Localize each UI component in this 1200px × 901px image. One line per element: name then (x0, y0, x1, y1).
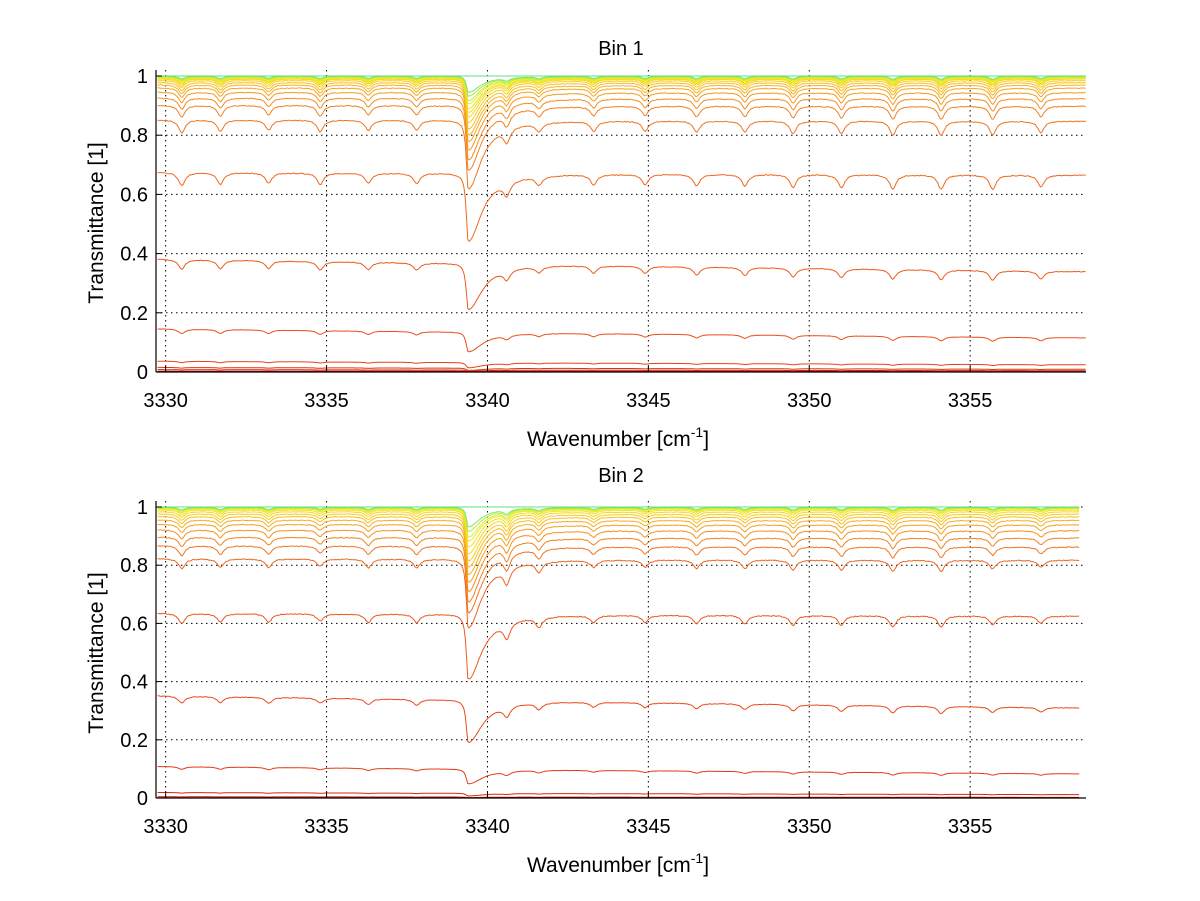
x-tick-label: 3335 (304, 390, 349, 412)
series-line-15 (157, 511, 1080, 555)
series-line-9 (157, 119, 1086, 190)
y-tick-label: 0.4 (120, 244, 148, 266)
axes (155, 70, 1086, 373)
x-tick-label: 3355 (948, 390, 993, 412)
series-group (157, 506, 1080, 799)
series-line-3 (157, 791, 1080, 797)
subplot-bin-2: Bin 2 0 0.2 0.4 0.6 0.8 1 3330 3335 3340 3345 335… (85, 465, 1086, 877)
x-tick-label: 3355 (948, 816, 993, 838)
x-tick-label: 3340 (465, 390, 510, 412)
x-tick-labels: 3330 3335 3340 3345 3350 3355 (143, 390, 992, 412)
x-tick-label: 3350 (787, 816, 832, 838)
x-tick-label: 3330 (143, 816, 188, 838)
series-line-12 (157, 91, 1086, 151)
x-tick-label: 3350 (787, 390, 832, 412)
series-line-5 (157, 360, 1086, 369)
series-line-15 (157, 81, 1086, 130)
x-tick-label: 3340 (465, 816, 510, 838)
series-line-19 (157, 507, 1080, 532)
series-line-12 (157, 519, 1080, 576)
series-line-2 (157, 796, 1080, 799)
y-tick-label: 0.8 (120, 555, 148, 577)
y-tick-label: 0.6 (120, 613, 148, 635)
series-line-8 (157, 171, 1086, 243)
series-line-16 (157, 509, 1080, 548)
y-tick-label: 1 (137, 497, 148, 519)
y-tick-labels: 0 0.2 0.4 0.6 0.8 1 (120, 66, 148, 384)
y-axis-label: Transmittance [1] (85, 142, 108, 303)
series-line-4 (157, 765, 1080, 785)
y-tick-label: 0.8 (120, 125, 148, 147)
x-axis-label: Wavenumber [cm-1] (527, 424, 709, 451)
series-line-6 (157, 612, 1080, 680)
series-line-19 (157, 76, 1086, 110)
x-tick-label: 3345 (626, 390, 671, 412)
series-line-13 (157, 87, 1086, 143)
series-line-8 (157, 545, 1080, 614)
series-line-11 (157, 97, 1086, 161)
series-line-14 (157, 513, 1080, 562)
series-line-4 (157, 366, 1086, 371)
series-line-17 (157, 78, 1086, 118)
grid (156, 70, 1086, 372)
x-tick-labels: 3330 3335 3340 3345 3350 3355 (143, 816, 992, 838)
series-line-10 (157, 104, 1086, 171)
chart-title: Bin 2 (598, 465, 644, 487)
series-line-5 (157, 695, 1080, 743)
series-line-13 (157, 515, 1080, 568)
chart-title: Bin 1 (598, 38, 644, 60)
series-line-18 (157, 507, 1080, 538)
y-tick-labels: 0 0.2 0.4 0.6 0.8 1 (120, 497, 148, 810)
y-tick-label: 0.6 (120, 184, 148, 206)
series-line-11 (157, 523, 1080, 583)
y-tick-label: 0 (137, 362, 148, 384)
series-line-14 (157, 84, 1086, 136)
series-line-7 (157, 558, 1080, 629)
x-tick-label: 3335 (304, 816, 349, 838)
series-line-6 (157, 328, 1086, 353)
series-line-9 (157, 536, 1080, 603)
subplot-bin-1: Bin 1 0 0.2 0.4 0.6 0.8 1 3330 3335 3340 3345 335… (85, 38, 1086, 451)
series-line-17 (157, 508, 1080, 542)
series-line-3 (157, 369, 1086, 372)
y-tick-label: 0 (137, 788, 148, 810)
series-line-16 (157, 79, 1086, 124)
y-tick-label: 0.4 (120, 672, 148, 694)
x-tick-label: 3345 (626, 816, 671, 838)
y-tick-label: 0.2 (120, 730, 148, 752)
axes (155, 501, 1086, 799)
x-axis-label: Wavenumber [cm-1] (527, 850, 709, 877)
grid (156, 501, 1086, 798)
y-axis-label: Transmittance [1] (85, 572, 108, 733)
x-tick-label: 3330 (143, 390, 188, 412)
series-group (157, 75, 1086, 373)
y-tick-label: 1 (137, 66, 148, 88)
series-line-10 (157, 529, 1080, 593)
y-tick-label: 0.2 (120, 303, 148, 325)
series-line-7 (157, 258, 1086, 311)
